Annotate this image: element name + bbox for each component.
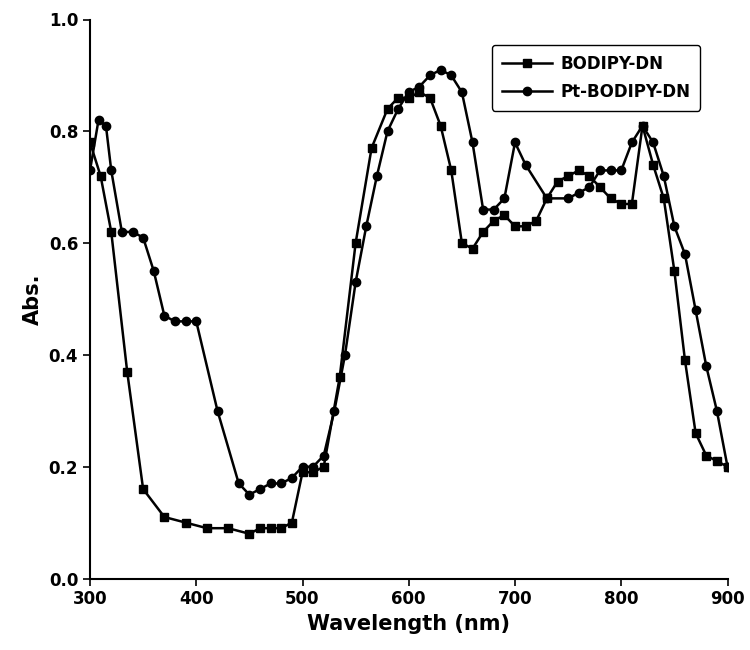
Line: Pt-BODIPY-DN: Pt-BODIPY-DN (86, 66, 732, 499)
Pt-BODIPY-DN (585, 183, 594, 191)
Line: BODIPY-DN: BODIPY-DN (86, 88, 732, 538)
Y-axis label: Abs.: Abs. (23, 273, 44, 325)
Pt-BODIPY-DN (244, 491, 254, 499)
BODIPY-DN (542, 194, 551, 202)
Pt-BODIPY-DN (86, 166, 94, 174)
BODIPY-DN (86, 138, 94, 146)
BODIPY-DN (415, 88, 424, 96)
Pt-BODIPY-DN (649, 138, 658, 146)
BODIPY-DN (244, 530, 254, 538)
Pt-BODIPY-DN (723, 463, 732, 471)
Pt-BODIPY-DN (702, 362, 711, 370)
BODIPY-DN (553, 177, 562, 185)
Legend: BODIPY-DN, Pt-BODIPY-DN: BODIPY-DN, Pt-BODIPY-DN (492, 45, 700, 110)
BODIPY-DN (723, 463, 732, 471)
Pt-BODIPY-DN (521, 161, 530, 169)
Pt-BODIPY-DN (256, 485, 265, 493)
BODIPY-DN (511, 222, 520, 230)
Pt-BODIPY-DN (436, 66, 445, 73)
BODIPY-DN (309, 469, 318, 476)
BODIPY-DN (521, 222, 530, 230)
Pt-BODIPY-DN (234, 480, 243, 488)
BODIPY-DN (616, 200, 626, 208)
X-axis label: Wavelength (nm): Wavelength (nm) (308, 614, 510, 634)
